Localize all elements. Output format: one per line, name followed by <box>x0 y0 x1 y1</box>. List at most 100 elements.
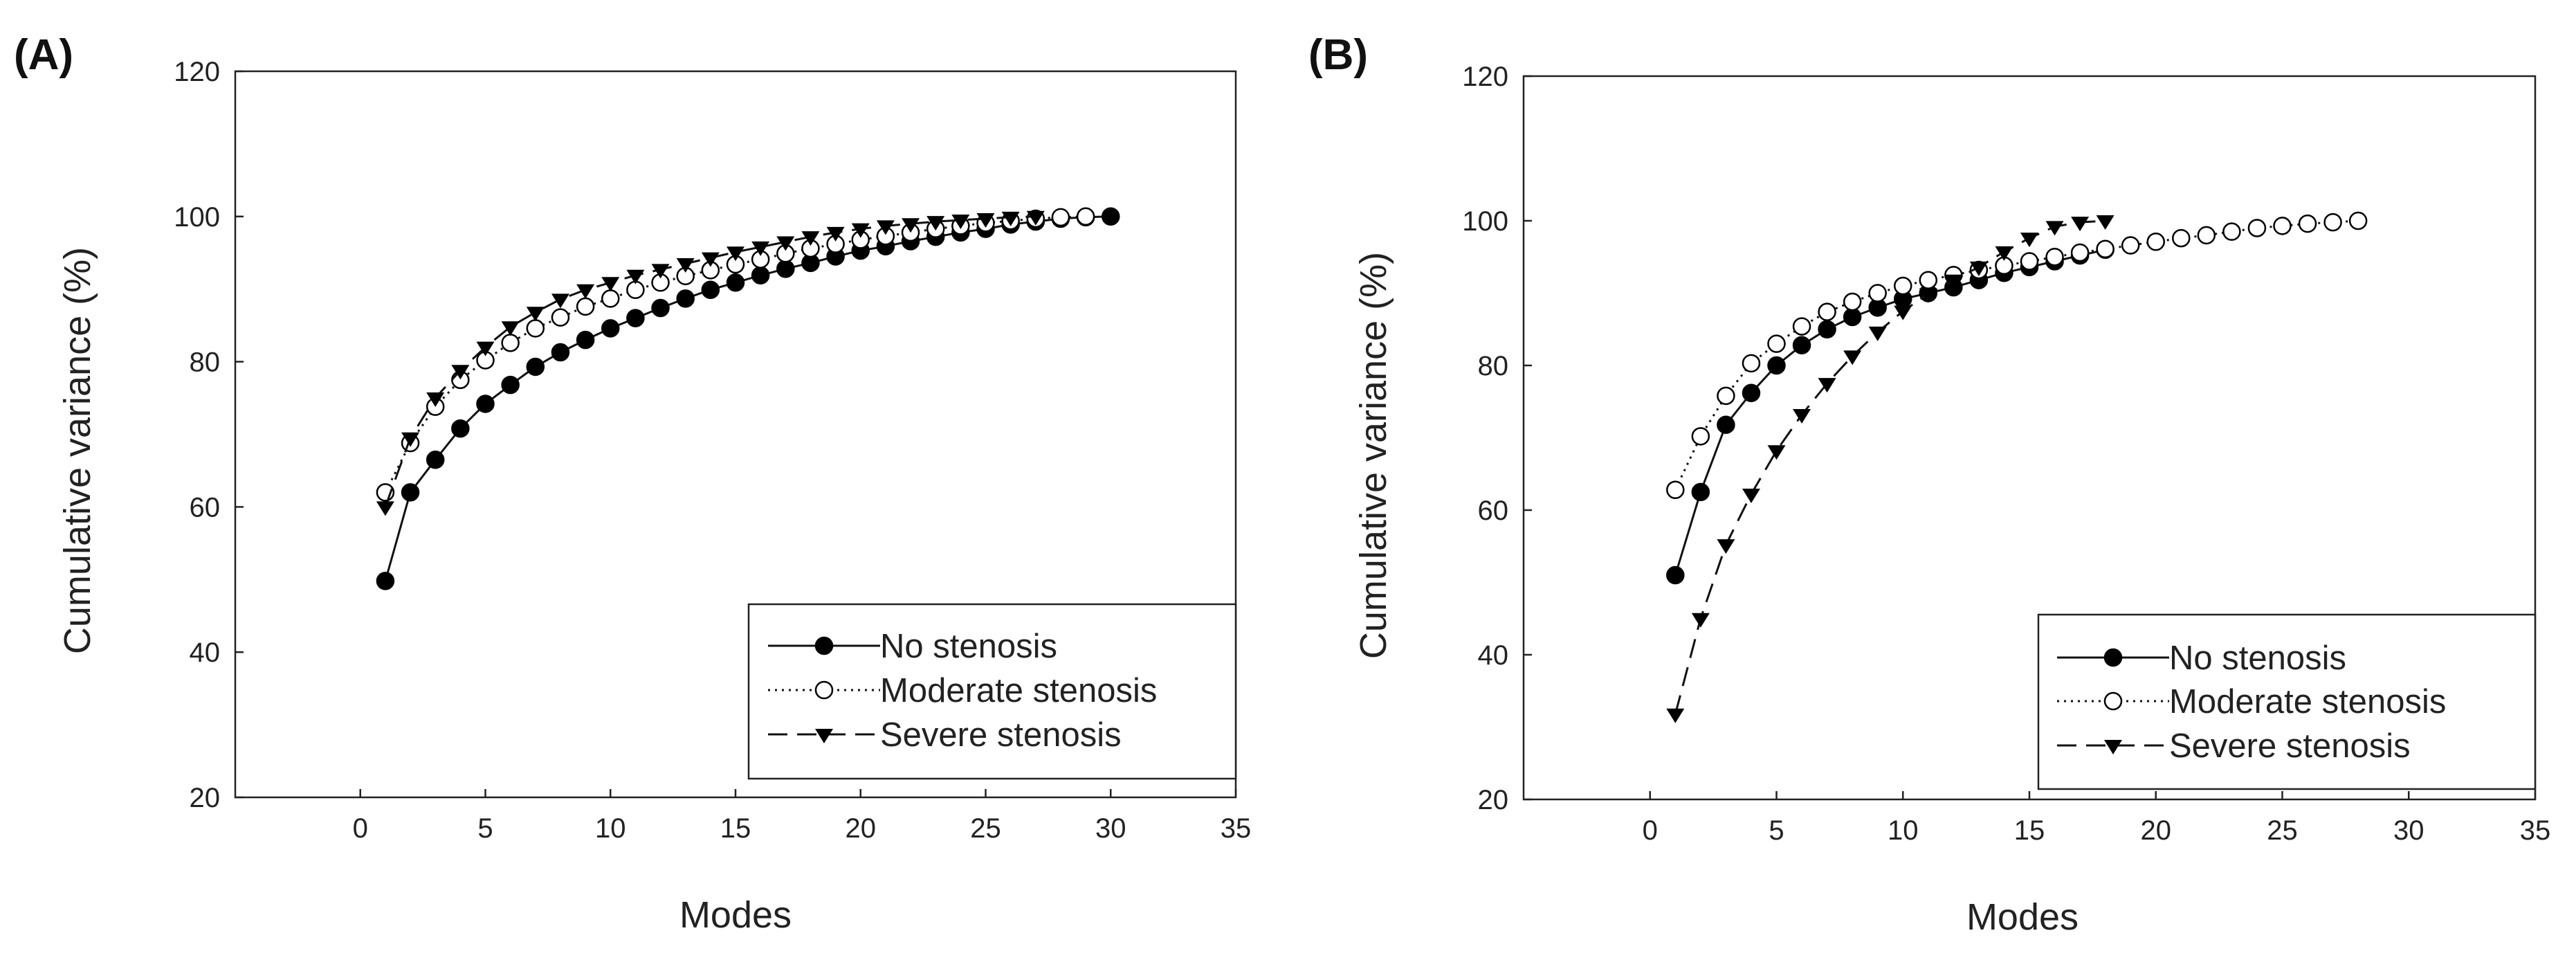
data-point <box>501 334 520 352</box>
x-tick-label: 15 <box>2014 815 2045 846</box>
legend-label-no-stenosis: No stenosis <box>2169 640 2346 677</box>
data-point <box>2247 219 2267 237</box>
x-tick-label: 35 <box>2520 815 2551 846</box>
y-tick-label: 80 <box>1478 351 1509 381</box>
series-line-moderate-stenosis <box>1674 219 2359 491</box>
x-tick-label: 0 <box>353 813 368 844</box>
data-point <box>1767 334 1786 353</box>
data-point <box>651 264 670 279</box>
data-point <box>1792 336 1811 354</box>
series-line-no-stenosis <box>384 215 1111 581</box>
data-point <box>376 572 395 590</box>
y-tick-label: 80 <box>190 347 221 378</box>
series-moderate-stenosis <box>376 207 1095 502</box>
data-point <box>1076 207 1095 226</box>
data-point <box>676 289 695 308</box>
data-point <box>551 343 570 362</box>
legend-label-severe-stenosis: Severe stenosis <box>880 716 1122 754</box>
data-point <box>726 273 745 292</box>
data-point <box>1691 482 1710 502</box>
data-point <box>2146 233 2165 251</box>
x-tick-label: 10 <box>1888 815 1919 846</box>
y-axis-title: Cumulative variance (%) <box>1353 252 1394 659</box>
x-tick-label: 30 <box>2393 815 2424 846</box>
series-layer <box>376 207 1120 590</box>
data-point <box>426 392 445 408</box>
data-point <box>1717 415 1735 434</box>
data-point <box>1767 356 1786 375</box>
data-point <box>1051 208 1070 227</box>
data-point <box>1717 386 1735 406</box>
data-point <box>1843 292 1862 311</box>
data-point <box>676 257 695 273</box>
data-point <box>701 280 720 299</box>
data-point <box>2020 233 2038 248</box>
data-point <box>776 260 795 278</box>
data-point <box>751 266 770 285</box>
x-tick-label: 20 <box>846 813 877 844</box>
data-point <box>1868 284 1887 302</box>
data-point <box>626 269 645 284</box>
x-tick-label: 30 <box>1095 813 1126 844</box>
data-point <box>376 501 394 516</box>
data-point <box>426 450 445 469</box>
data-point <box>551 293 569 309</box>
data-point <box>2348 211 2368 230</box>
data-point <box>476 395 495 413</box>
y-tick-label: 40 <box>1478 640 1509 671</box>
data-point <box>1691 613 1710 628</box>
data-point <box>951 215 970 230</box>
x-tick-label: 25 <box>970 813 1001 844</box>
x-tick-label: 35 <box>1221 813 1252 844</box>
data-point <box>2020 252 2039 271</box>
data-point <box>451 419 470 438</box>
data-point <box>1818 378 1836 393</box>
legend-marker-moderate-stenosis <box>814 680 834 700</box>
legend-marker-severe-stenosis <box>815 729 833 743</box>
series-line-no-stenosis <box>1674 248 2106 576</box>
y-tick-label: 100 <box>1462 206 1508 237</box>
data-point <box>451 365 470 380</box>
data-point <box>526 357 545 377</box>
data-point <box>1792 317 1811 336</box>
data-point <box>2071 217 2090 232</box>
data-point <box>751 241 770 256</box>
data-point <box>926 216 945 231</box>
data-point <box>1742 489 1760 504</box>
panel-label: (A) <box>14 31 73 79</box>
data-point <box>626 309 645 327</box>
x-tick-label: 20 <box>2141 815 2172 846</box>
x-tick-label: 0 <box>1643 815 1658 846</box>
y-tick-label: 60 <box>190 492 221 523</box>
data-point <box>2096 215 2114 230</box>
data-point <box>902 218 920 233</box>
data-point <box>1894 276 1912 296</box>
data-point <box>851 223 870 238</box>
data-point <box>1001 211 1020 226</box>
data-point <box>1666 565 1685 585</box>
data-point <box>401 432 420 447</box>
data-point <box>601 277 620 292</box>
axis-ticks: 0 5 10 15 20 25 30 35 20 40 60 80 100 120 <box>1462 62 2550 846</box>
data-point <box>1742 383 1761 402</box>
x-tick-label: 15 <box>720 813 751 844</box>
legend-label-moderate-stenosis: Moderate stenosis <box>2169 683 2446 721</box>
data-point <box>1868 326 1887 341</box>
data-point <box>2096 239 2114 259</box>
data-point <box>1919 271 1938 289</box>
x-tick-label: 10 <box>595 813 626 844</box>
data-point <box>2222 222 2241 241</box>
data-point <box>976 212 995 228</box>
data-point <box>2172 228 2191 248</box>
data-point <box>501 321 520 336</box>
data-point <box>2298 214 2317 233</box>
y-tick-label: 120 <box>1462 62 1508 92</box>
data-point <box>1894 305 1912 320</box>
data-point <box>401 483 420 502</box>
series-moderate-stenosis <box>1666 211 2368 499</box>
x-tick-label: 5 <box>477 813 493 844</box>
data-point <box>1843 307 1862 327</box>
axis-ticks: 0 5 10 15 20 25 30 35 20 40 60 80 100 120 <box>174 57 1251 844</box>
legend-marker-severe-stenosis <box>2104 740 2122 754</box>
